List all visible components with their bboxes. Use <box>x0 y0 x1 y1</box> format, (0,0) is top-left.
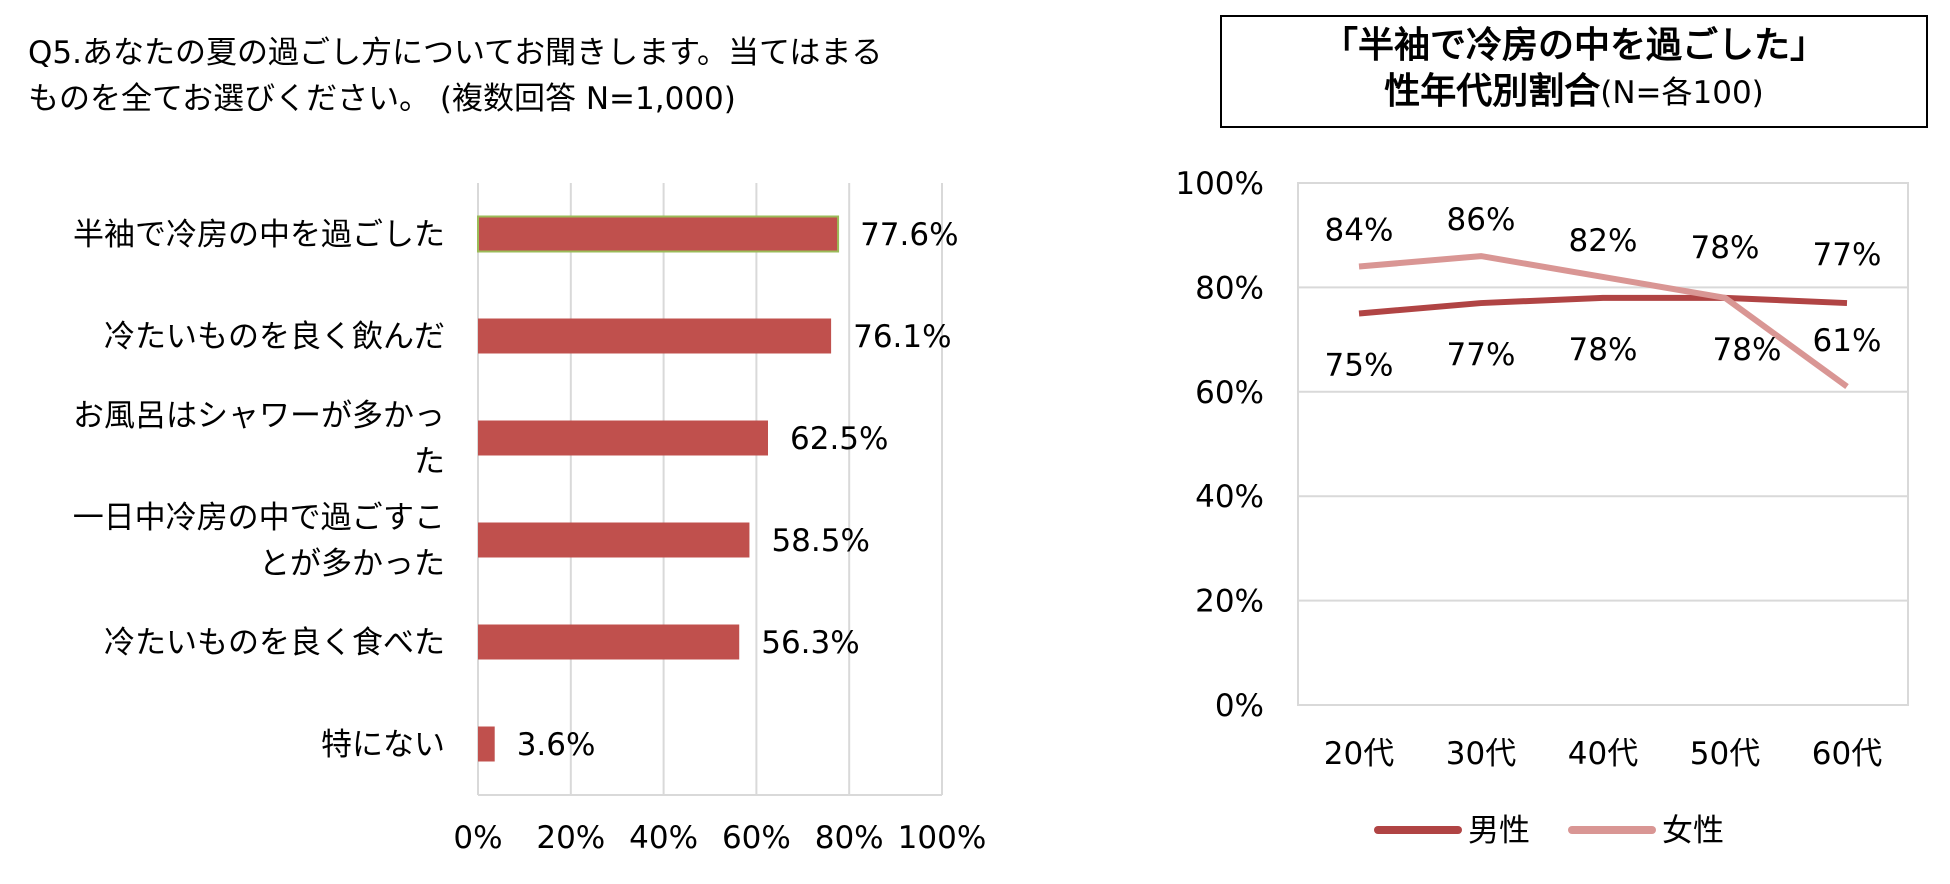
line-data-label-male: 78% <box>1569 332 1638 368</box>
bar <box>478 420 768 456</box>
line-plot-frame <box>1297 182 1909 706</box>
bar-x-tick-label: 0% <box>453 820 502 856</box>
legend-label: 女性 <box>1662 813 1724 849</box>
bar-data-label: 3.6% <box>517 727 596 763</box>
line-series-female <box>1358 253 1849 390</box>
bar-category-label: た <box>414 444 445 480</box>
bar-data-label: 56.3% <box>761 625 859 661</box>
line-data-label-female: 84% <box>1325 213 1394 249</box>
bar-data-label: 77.6% <box>860 217 958 253</box>
line-x-tick-label: 30代 <box>1446 736 1516 772</box>
line-data-label-female: 86% <box>1447 202 1516 238</box>
question-line-2: ものを全てお選びください。 (複数回答 N=1,000) <box>28 81 736 117</box>
bar-x-tick-label: 60% <box>722 820 791 856</box>
line-x-tick-label: 60代 <box>1812 736 1882 772</box>
line-data-label-female: 78% <box>1691 230 1760 266</box>
line-data-label-male: 77% <box>1813 237 1882 273</box>
line-y-tick-label: 100% <box>1175 166 1264 202</box>
line-chart-title-line-1: 「半袖で冷房の中を過ごした」 <box>1321 25 1826 66</box>
line-y-tick-label: 40% <box>1195 479 1264 515</box>
question-text: Q5.あなたの夏の過ごし方についてお聞きします。当てはまる ものを全てお選びくだ… <box>28 30 988 122</box>
line-y-tick-label: 60% <box>1195 375 1264 411</box>
line-x-tick-label: 40代 <box>1568 736 1638 772</box>
line-chart-title-sub: (N=各100) <box>1600 75 1764 111</box>
bar-category-label: 冷たいものを良く飲んだ <box>104 319 445 355</box>
line-chart-title-main: 性年代別割合 <box>1384 71 1601 112</box>
line-y-tick-label: 20% <box>1195 584 1264 620</box>
bar <box>478 624 740 660</box>
bar-data-label: 76.1% <box>853 319 951 355</box>
bar-category-label: 一日中冷房の中で過ごすこ <box>73 500 445 536</box>
bar-category-label: 半袖で冷房の中を過ごした <box>73 217 445 253</box>
line-y-tick-label: 0% <box>1215 688 1264 724</box>
bar-x-tick-label: 100% <box>898 820 987 856</box>
line-chart-title-box: 「半袖で冷房の中を過ごした」 性年代別割合(N=各100) <box>1220 15 1928 128</box>
bar-x-tick-label: 80% <box>815 820 884 856</box>
bar <box>478 522 750 558</box>
bar-data-label: 58.5% <box>771 523 869 559</box>
bar-category-label: 特にない <box>321 727 445 763</box>
line-x-tick-label: 50代 <box>1690 736 1760 772</box>
bar-chart: 0% 20% 40% 60% 80% 100% 77.6% 半袖で冷房の中を過ごした 76.1%… <box>73 183 987 856</box>
line-chart-title-line-2: 性年代別割合(N=各100) <box>1222 69 1926 116</box>
bar <box>478 726 495 762</box>
line-y-tick-label: 80% <box>1195 270 1264 306</box>
bar <box>477 215 840 253</box>
legend-label: 男性 <box>1468 813 1530 849</box>
bar-x-tick-label: 40% <box>629 820 698 856</box>
line-series-male <box>1358 294 1848 317</box>
bar-x-tick-label: 20% <box>536 820 605 856</box>
line-data-label-female: 82% <box>1569 223 1638 259</box>
line-data-label-male: 77% <box>1447 337 1516 373</box>
bar <box>478 318 832 354</box>
bar-category-label: とが多かった <box>259 546 445 582</box>
bar-category-label: 冷たいものを良く食べた <box>104 625 445 661</box>
question-line-1: Q5.あなたの夏の過ごし方についてお聞きします。当てはまる <box>28 35 883 71</box>
bar-category-label: お風呂はシャワーが多かっ <box>73 398 445 434</box>
line-data-label-male: 75% <box>1325 348 1394 384</box>
line-data-label-male: 78% <box>1713 332 1782 368</box>
line-data-label-female: 61% <box>1813 323 1882 359</box>
bar-data-label: 62.5% <box>790 421 888 457</box>
line-x-tick-label: 20代 <box>1324 736 1394 772</box>
